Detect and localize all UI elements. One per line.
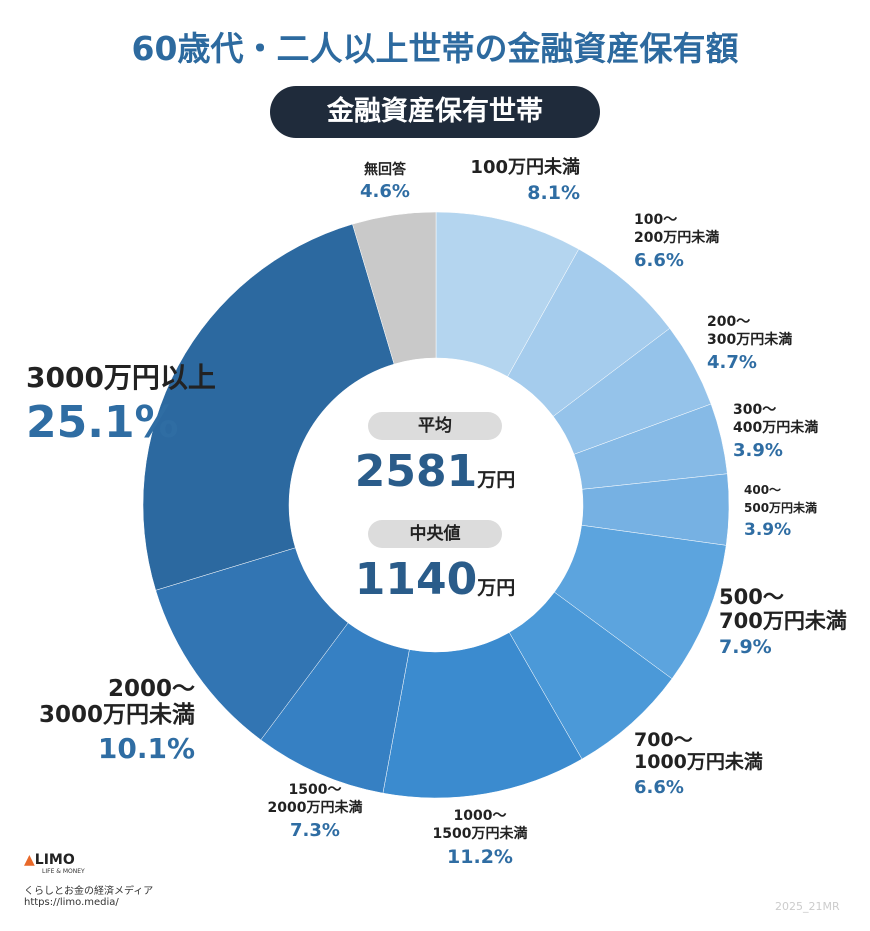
slice-label: 100～ 200万円未満 6.6% [634, 210, 784, 271]
median-label: 中央値 [368, 520, 502, 548]
value-label: 10.1% [97, 731, 195, 765]
value-label: 6.6% [634, 776, 684, 798]
slice-label: 100万円未満 8.1% [400, 157, 580, 205]
value-label: 11.2% [447, 845, 513, 868]
logo-text: LIMO [34, 852, 75, 868]
mean: 2581万円 [0, 446, 870, 497]
value-label: 8.1% [527, 181, 580, 204]
slice-label: 500～ 700万円未満 7.9% [719, 585, 869, 659]
category-label: 400～ 500万円未満 [744, 483, 818, 516]
slice-label: 300～ 400万円未満 3.9% [733, 400, 863, 461]
slice-label: 1000～ 1500万円未満 11.2% [400, 806, 560, 869]
tagline: くらしとお金の経済メディア [24, 886, 154, 897]
slice-label: 1500～ 2000万円未満 7.3% [240, 780, 390, 841]
value-label: 3.9% [744, 519, 792, 540]
value-label: 4.6% [360, 181, 410, 203]
slice-label: 400～ 500万円未満 3.9% [744, 480, 864, 540]
value-label: 7.9% [719, 636, 772, 659]
slice-label: 無回答 4.6% [330, 160, 440, 203]
slice-label: 200～ 300万円未満 4.7% [707, 312, 857, 373]
category-label: 200～ 300万円未満 [707, 314, 793, 349]
mean-value: 2581 [354, 446, 478, 497]
mean-label: 平均 [368, 412, 502, 440]
median-unit: 万円 [477, 577, 516, 599]
median-value: 1140 [354, 554, 478, 605]
slice-label: 2000～ 3000万円未満 10.1% [0, 676, 195, 765]
category-label: 300～ 400万円未満 [733, 402, 819, 437]
logo-sub: LIFE & MONEY [42, 868, 85, 875]
logo: ▲LIMO [24, 852, 75, 868]
slice-label: 3000万円以上 25.1% [26, 361, 326, 449]
value-label: 6.6% [634, 249, 684, 271]
category-label: 1500～ 2000万円未満 [267, 782, 363, 817]
value-label: 3.9% [733, 439, 783, 461]
chart-title: 60歳代・二人以上世帯の金融資産保有額 [131, 29, 739, 68]
value-label: 7.3% [290, 819, 340, 841]
code: 2025_21MR [775, 900, 840, 913]
median: 1140万円 [0, 554, 870, 605]
category-label: 2000～ 3000万円未満 [38, 676, 195, 729]
url: https://limo.media/ [24, 897, 119, 908]
chart-subtitle: 金融資産保有世帯 [270, 86, 600, 138]
category-label: 700～ 1000万円未満 [634, 729, 763, 773]
category-label: 100万円未満 [470, 157, 580, 178]
donut-slice [142, 223, 395, 591]
value-label: 4.7% [707, 351, 757, 373]
donut-slice [352, 211, 437, 365]
category-label: 500～ 700万円未満 [719, 585, 847, 634]
category-label: 無回答 [364, 162, 406, 178]
category-label: 100～ 200万円未満 [634, 212, 720, 247]
category-label: 1000～ 1500万円未満 [432, 808, 528, 843]
value-label: 25.1% [26, 397, 179, 449]
category-label: 3000万円以上 [26, 361, 216, 394]
mean-unit: 万円 [477, 469, 516, 491]
slice-label: 700～ 1000万円未満 6.6% [634, 729, 814, 798]
